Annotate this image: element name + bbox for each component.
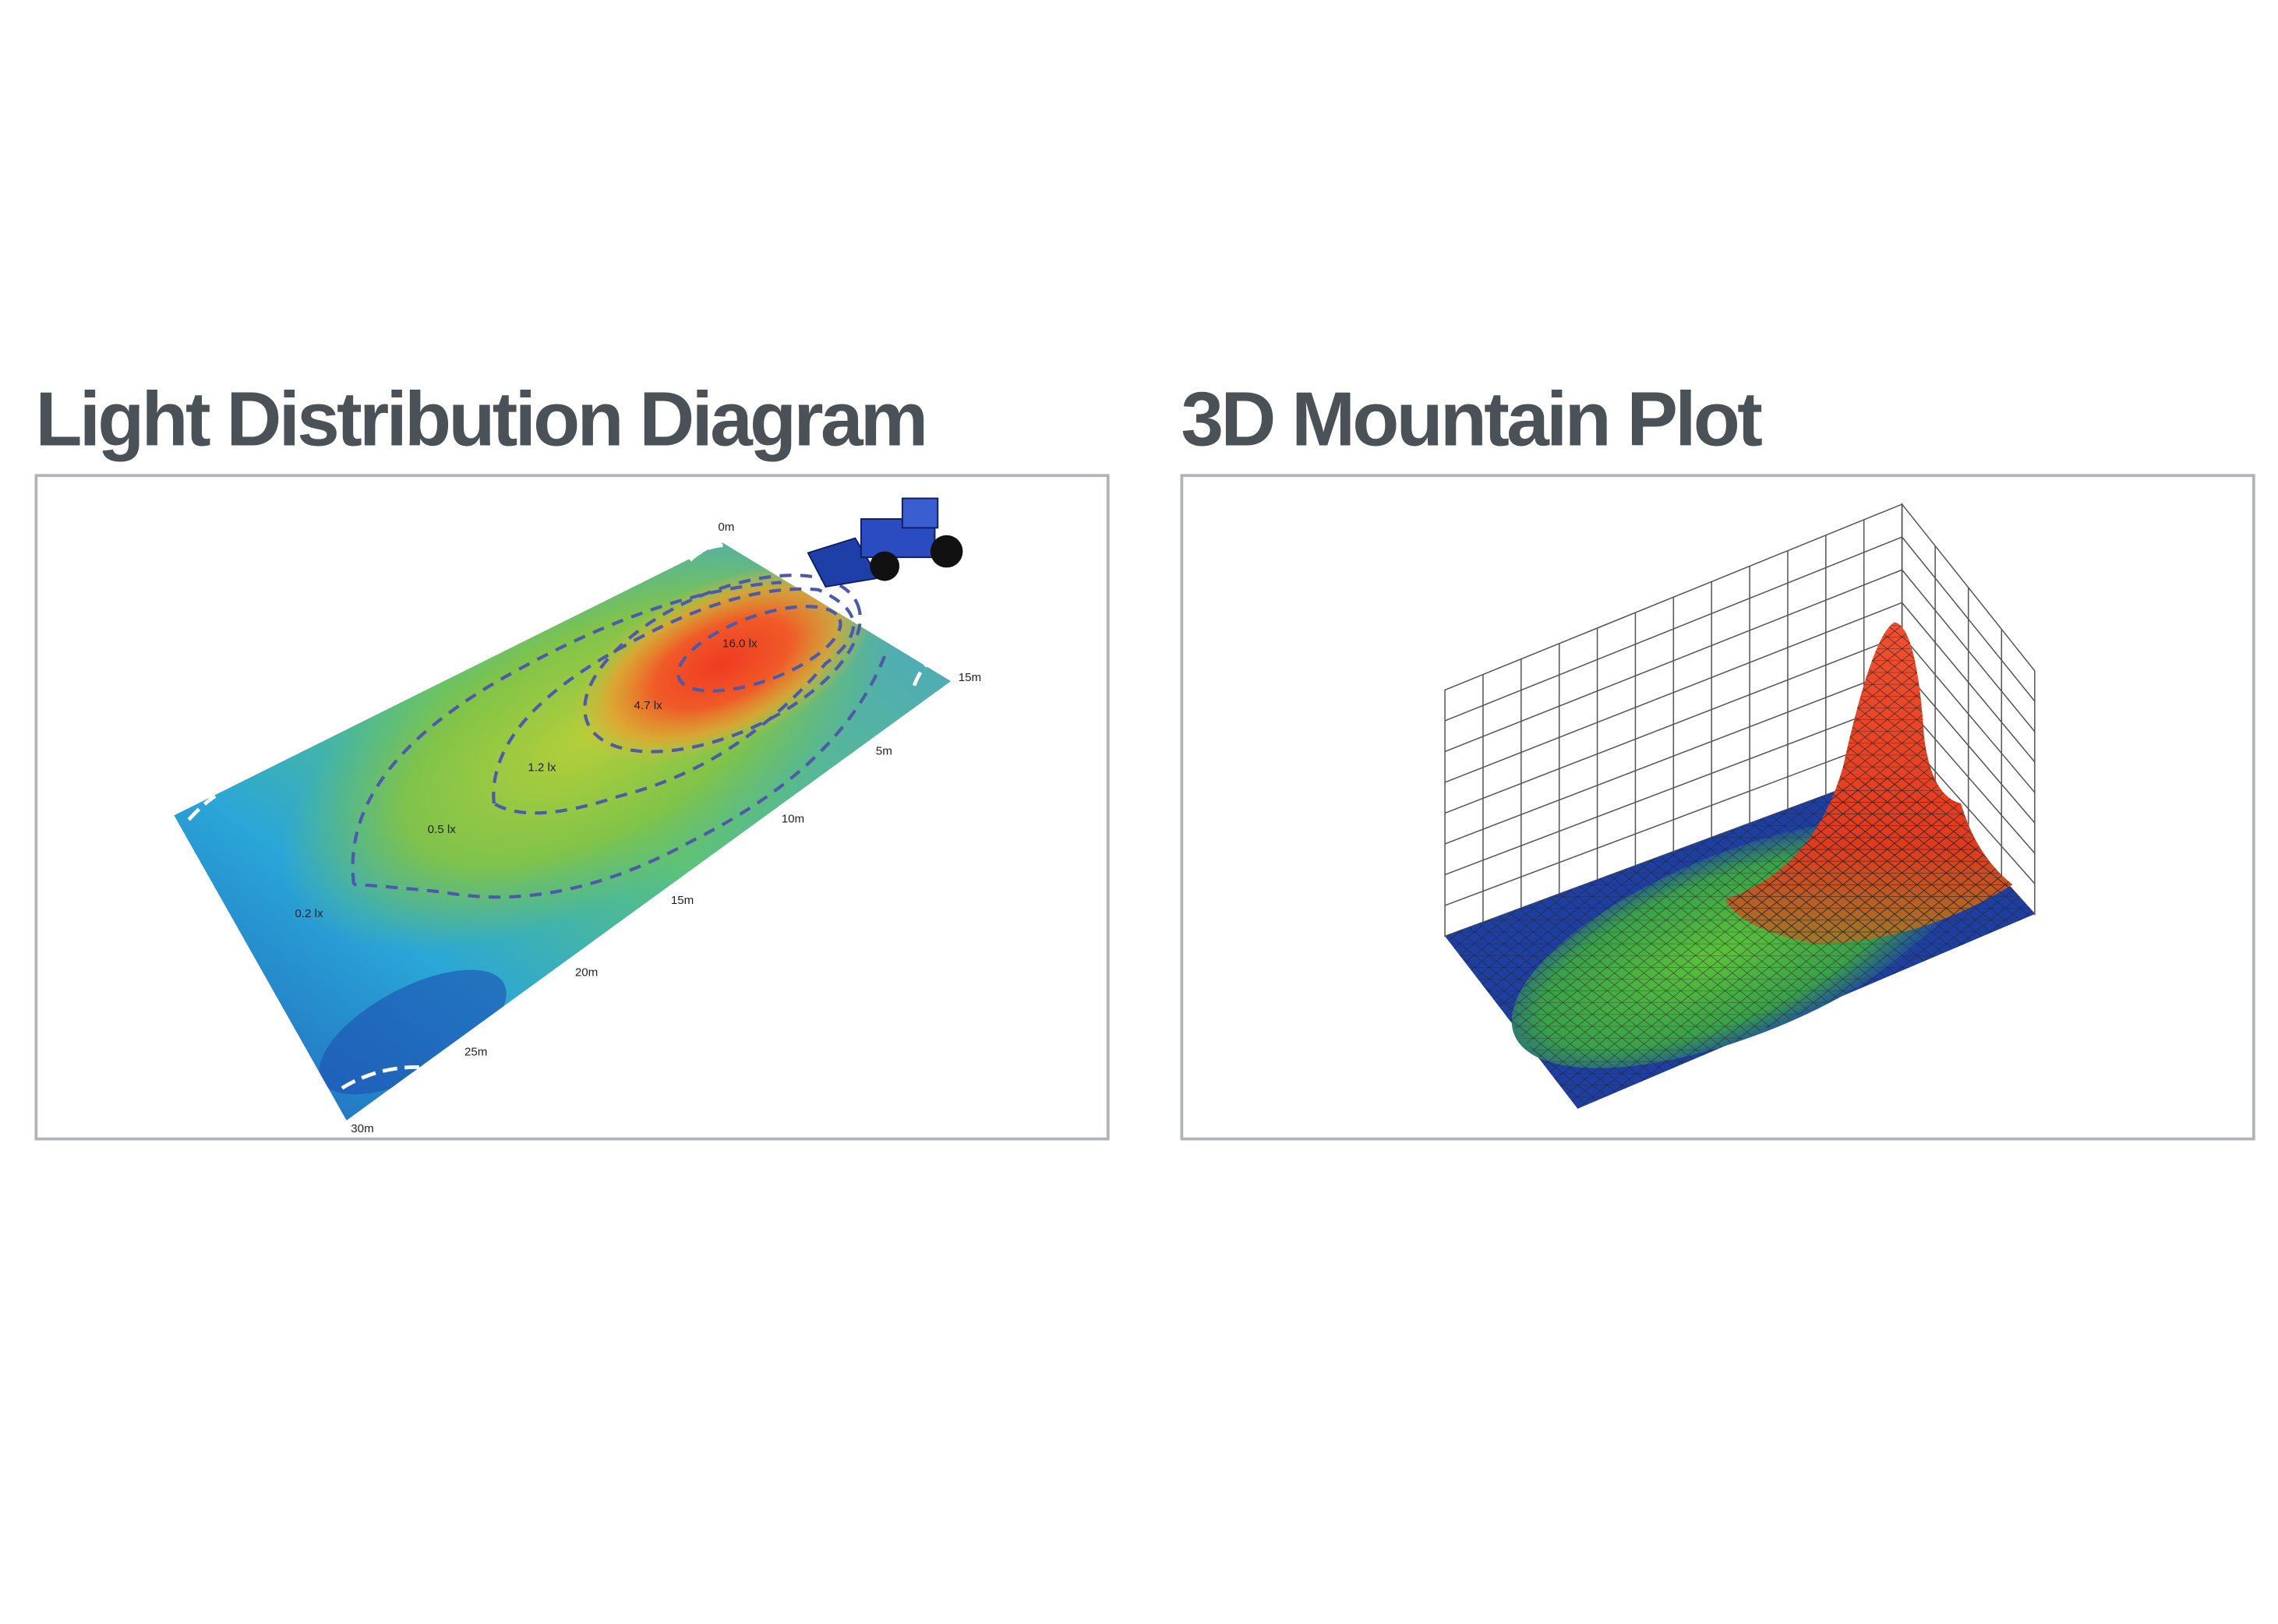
contours [351,574,887,899]
distance-label: 0m [718,521,734,534]
light-plate [174,542,952,1121]
panel-title: 3D Mountain Plot [1181,376,1762,461]
peak-mesh [1725,622,2013,944]
grid-line [1444,700,1902,876]
distance-label: 5m [876,745,892,758]
distance-label: 15m [959,671,981,684]
distance-label: 15m [671,894,694,907]
corner-marks [187,543,933,1090]
grid-line [1444,667,1902,845]
contour-label: 16.0 lx [722,637,758,651]
panel-title: Light Distribution Diagram [35,376,925,461]
grid-line [1444,536,1902,722]
distance-label: 10m [782,813,804,826]
loader-icon [807,497,963,588]
distance-label: 25m [464,1046,487,1059]
distance-label: 30m [351,1122,373,1135]
grid-line [1444,602,1902,783]
contour-label: 0.5 lx [428,823,457,836]
contour-label: 4.7 lx [634,699,663,712]
grid-line [1444,634,1902,814]
contour-label: 0.2 lx [295,907,323,920]
contour-label: 1.2 lx [528,761,556,774]
distance-label: 20m [575,966,598,979]
grid-line [1444,733,1902,906]
grid-line [1444,569,1902,753]
